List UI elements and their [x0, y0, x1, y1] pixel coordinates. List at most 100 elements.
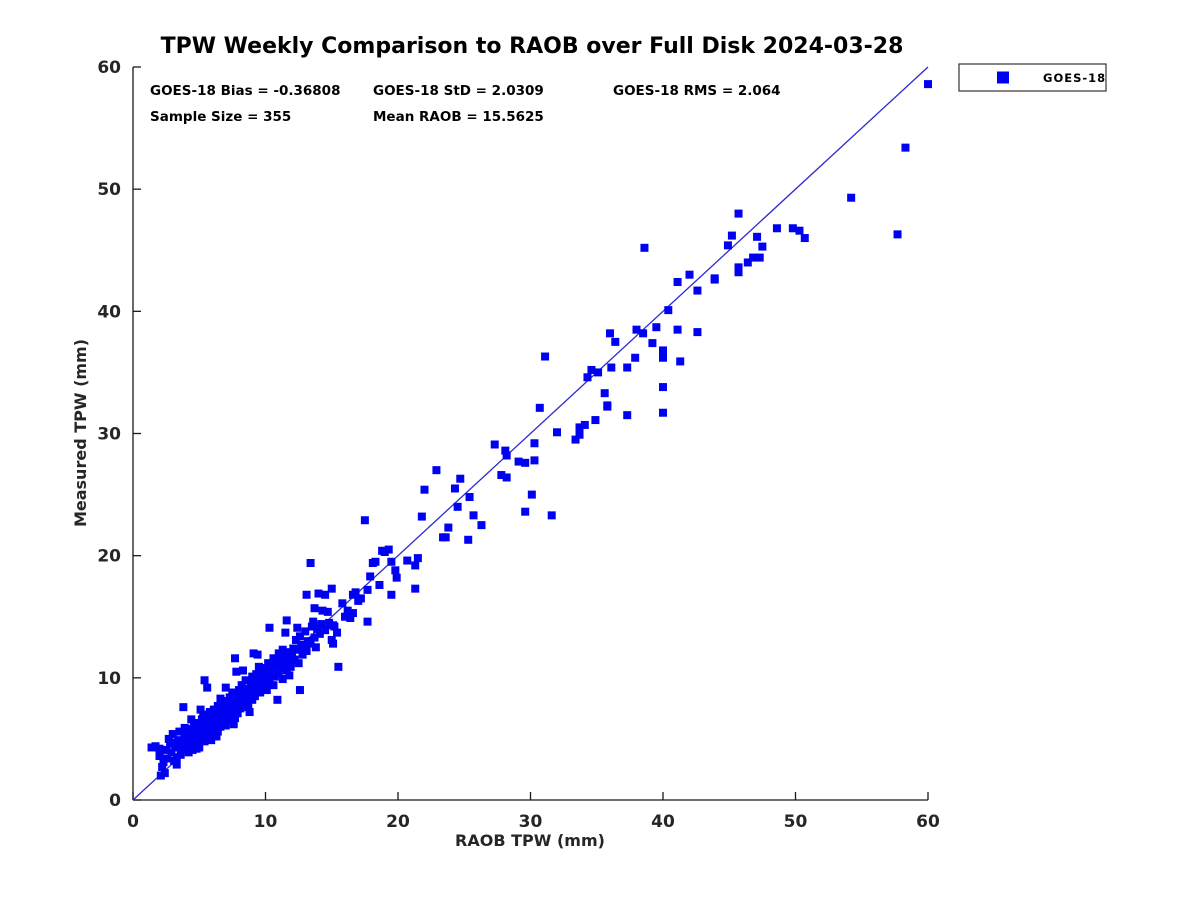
data-point	[403, 556, 412, 565]
data-point	[743, 258, 752, 267]
y-tick-label-30: 30	[97, 425, 121, 445]
data-point	[293, 645, 302, 654]
data-point	[465, 493, 474, 502]
data-point	[254, 662, 263, 671]
data-point	[284, 657, 293, 666]
y-tick-label-40: 40	[97, 302, 121, 322]
data-point	[571, 435, 580, 444]
data-point	[521, 458, 530, 467]
data-point	[311, 643, 320, 652]
data-point	[341, 612, 349, 621]
data-point	[309, 617, 318, 626]
data-point	[847, 193, 856, 202]
data-point	[753, 232, 762, 241]
data-point	[307, 622, 316, 631]
stat-sample-size: Sample Size = 355	[150, 109, 291, 125]
data-point	[315, 629, 324, 638]
data-point	[293, 623, 302, 632]
data-point	[453, 502, 462, 511]
data-point	[196, 705, 205, 714]
data-point	[639, 329, 648, 338]
data-point	[179, 703, 188, 712]
data-point	[203, 683, 212, 692]
data-point	[600, 389, 609, 398]
data-point	[321, 590, 330, 599]
data-point	[594, 368, 603, 377]
data-point	[242, 693, 251, 702]
data-point	[391, 566, 400, 575]
data-point	[346, 613, 355, 622]
y-axis-label: Measured TPW (mm)	[71, 339, 90, 527]
data-point	[490, 440, 499, 449]
data-point	[547, 511, 556, 520]
data-point	[200, 676, 209, 685]
data-point	[417, 512, 426, 521]
data-point	[155, 752, 164, 761]
data-point	[192, 744, 201, 753]
x-tick-label-60: 60	[916, 812, 940, 832]
data-point	[301, 627, 310, 636]
data-point	[659, 383, 667, 392]
data-point	[924, 80, 932, 89]
tick-labels: 0 10 20 30 40 50 60 0 10 20 30 40 50 60	[97, 58, 940, 832]
y-tick-label-20: 20	[97, 547, 121, 567]
legend-label-goes18: GOES-18	[1043, 71, 1106, 85]
data-point	[501, 446, 510, 455]
data-point	[664, 306, 673, 315]
data-point	[168, 730, 177, 739]
data-point	[772, 224, 781, 233]
data-point	[469, 511, 478, 520]
data-point	[163, 754, 172, 763]
data-point	[253, 650, 262, 659]
legend-box	[958, 63, 1107, 92]
data-point	[330, 622, 339, 631]
data-point	[530, 439, 539, 448]
data-point	[575, 430, 584, 439]
data-point	[231, 714, 240, 723]
stat-std: GOES-18 StD = 2.0309	[373, 83, 544, 99]
data-point	[250, 692, 259, 701]
data-point	[527, 490, 536, 499]
data-point	[176, 750, 185, 759]
data-point	[233, 709, 242, 718]
data-point	[553, 428, 561, 437]
data-point	[228, 688, 237, 697]
data-point	[323, 607, 332, 616]
data-point	[384, 545, 393, 554]
data-point	[237, 681, 246, 690]
data-point	[221, 683, 230, 692]
data-point	[893, 230, 902, 239]
data-point	[727, 231, 736, 240]
data-point	[611, 337, 620, 346]
legend-marker-icon	[997, 71, 1009, 84]
data-point	[591, 416, 600, 425]
data-point	[387, 590, 396, 599]
axes	[132, 66, 929, 801]
data-point	[193, 738, 202, 747]
data-point	[295, 632, 304, 641]
data-point	[363, 585, 372, 594]
data-point	[245, 708, 254, 717]
data-point	[640, 243, 649, 252]
data-point	[286, 662, 295, 671]
data-point	[236, 687, 245, 696]
data-point	[244, 703, 253, 712]
data-point	[273, 695, 282, 704]
data-point	[265, 623, 274, 632]
data-point	[274, 668, 283, 677]
data-point	[648, 339, 657, 348]
x-tick-label-10: 10	[254, 812, 278, 832]
data-point	[800, 234, 809, 243]
data-point	[160, 769, 169, 778]
data-point	[356, 594, 365, 603]
data-point	[199, 711, 208, 720]
data-point	[477, 521, 486, 530]
data-point	[575, 423, 584, 432]
data-point	[317, 620, 326, 629]
x-axis-label: RAOB TPW (mm)	[455, 831, 605, 850]
data-point	[265, 676, 274, 685]
data-point	[348, 609, 357, 618]
x-tick-label-40: 40	[651, 812, 675, 832]
